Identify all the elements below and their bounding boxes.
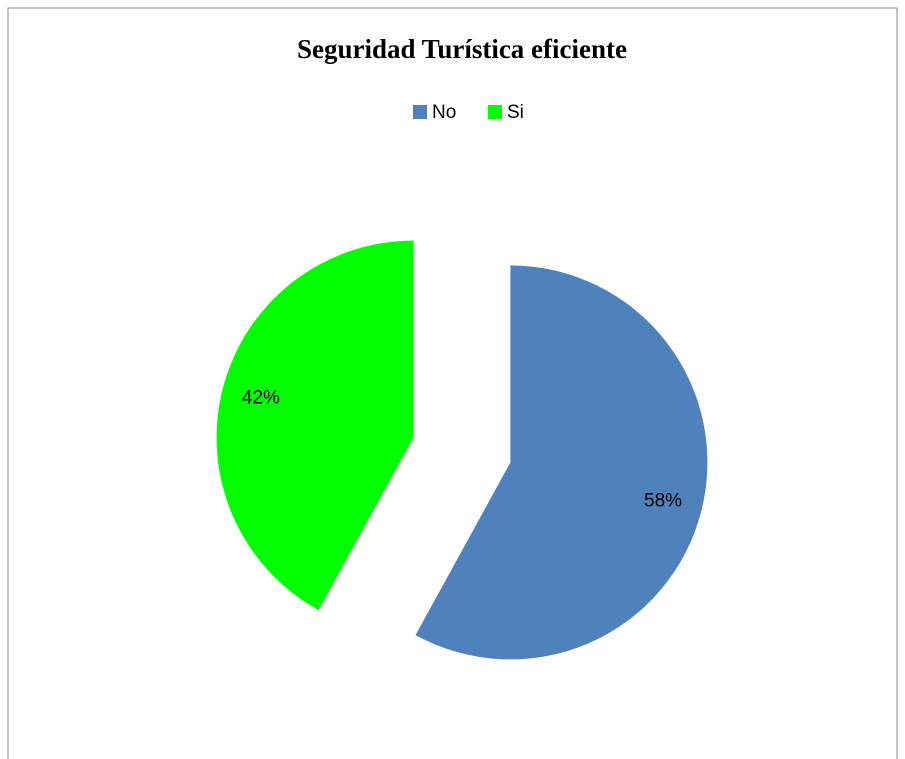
data-label: 58% bbox=[644, 491, 682, 512]
chart-border bbox=[7, 7, 898, 759]
pie-slice bbox=[216, 240, 414, 611]
chart-title: Seguridad Turística eficiente bbox=[297, 34, 627, 64]
pie-slice bbox=[415, 265, 708, 660]
legend-swatch bbox=[488, 105, 502, 119]
data-label: 42% bbox=[242, 387, 280, 408]
legend-label: No bbox=[432, 102, 456, 123]
legend-swatch bbox=[413, 105, 427, 119]
legend-label: Si bbox=[507, 102, 524, 123]
